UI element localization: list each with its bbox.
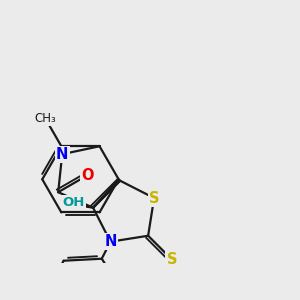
- Text: N: N: [104, 234, 117, 249]
- Text: OH: OH: [62, 196, 85, 209]
- Text: S: S: [149, 190, 159, 206]
- Text: CH₃: CH₃: [34, 112, 56, 124]
- Text: S: S: [167, 252, 177, 267]
- Text: N: N: [56, 147, 68, 162]
- Text: O: O: [81, 168, 94, 183]
